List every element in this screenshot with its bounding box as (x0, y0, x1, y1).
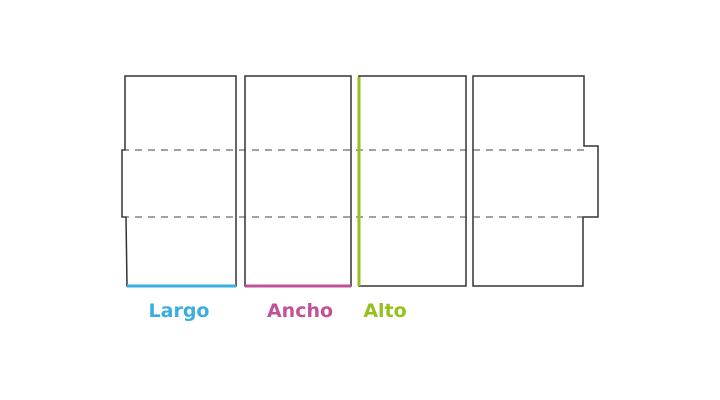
panel-4-outline (472, 75, 599, 287)
width-label: Ancho (266, 300, 334, 322)
height-label: Alto (363, 300, 407, 322)
panel-2-outline (244, 75, 352, 287)
panel-3-outline (358, 75, 467, 287)
panel-1-outline (121, 75, 237, 287)
length-label: Largo (148, 300, 210, 322)
